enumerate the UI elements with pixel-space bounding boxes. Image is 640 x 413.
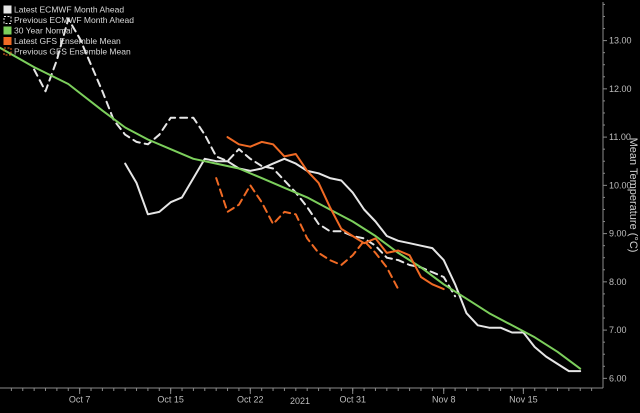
legend-label-3: Latest GFS Ensemble Mean [14,36,121,46]
legend-label-4: Previous GFS Ensemble Mean [14,47,131,57]
x-axis-label: 2021 [290,396,310,406]
x-tick-label: Oct 15 [157,394,184,404]
y-tick-label: 10.00 [609,180,632,190]
x-tick-label: Oct 7 [69,394,91,404]
y-tick-label: 8.00 [609,277,627,287]
x-tick-label: Nov 8 [432,394,456,404]
x-tick-label: Oct 31 [339,394,366,404]
x-tick-label: Oct 22 [237,394,264,404]
y-tick-label: 7.00 [609,325,627,335]
plot-area [0,17,582,373]
legend-label-0: Latest ECMWF Month Ahead [14,5,124,15]
legend-swatch-4 [3,47,12,56]
y-tick-label: 6.00 [609,373,627,383]
series-line-4 [215,177,400,291]
y-tick-label: 13.00 [609,36,632,46]
series-line-2 [0,46,582,370]
y-tick-label: 11.00 [609,132,631,142]
y-axis-label: Mean Temperature (°C) [627,138,639,253]
legend-swatch-1 [3,16,12,24]
axes: 6.00 7.00 8.00 9.00 10.00 11.00 12.00 13.00 Oct … [0,2,632,404]
legend-label-1: Previous ECMWF Month Ahead [14,15,134,25]
legend-swatch-3 [3,37,12,45]
x-tick-label: Nov 15 [509,394,538,404]
series-line-3 [226,136,445,291]
series-line-0 [124,157,582,373]
legend-label-2: 30 Year Normal [14,26,73,36]
series-line-1 [33,17,457,298]
legend-swatch-0 [3,5,12,14]
y-tick-label: 9.00 [609,229,627,239]
legend-swatch-2 [3,26,12,35]
y-tick-label: 12.00 [609,84,632,94]
